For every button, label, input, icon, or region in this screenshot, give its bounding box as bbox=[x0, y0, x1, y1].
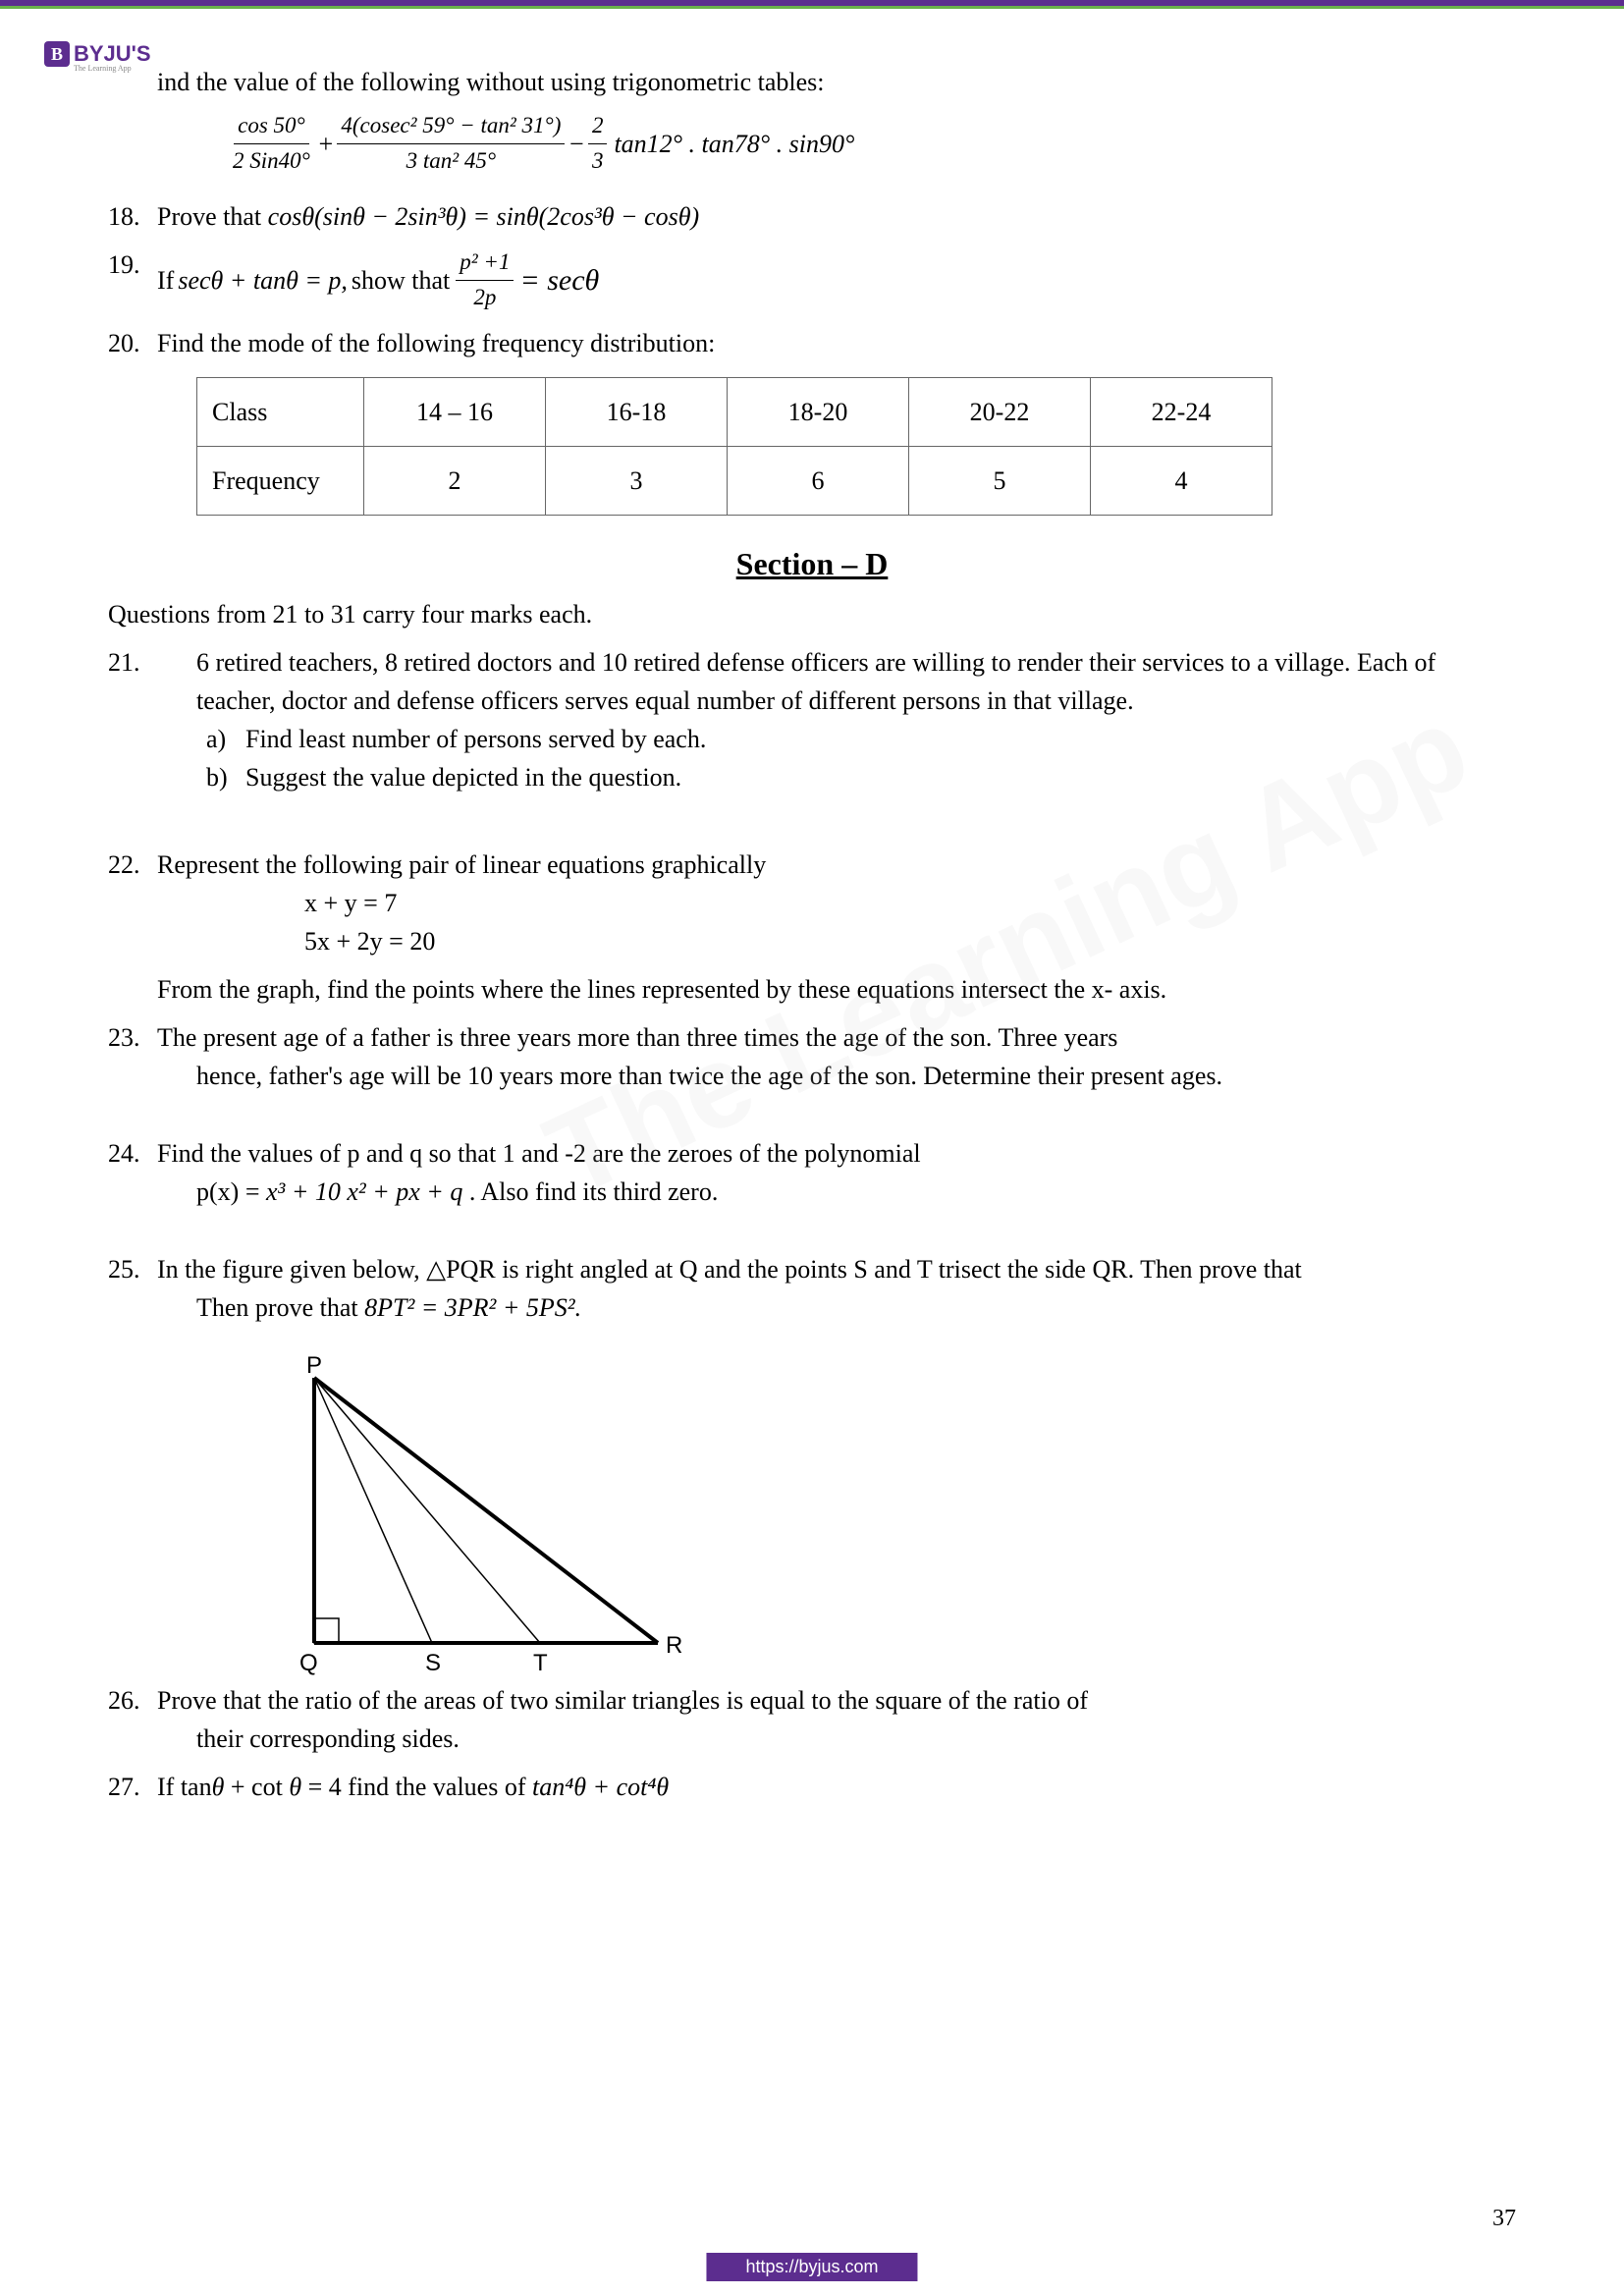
question-18: 18. Prove that cosθ(sinθ − 2sin³θ) = sin… bbox=[108, 197, 1516, 236]
logo-subtitle: The Learning App bbox=[74, 64, 132, 73]
footer-url: https://byjus.com bbox=[706, 2253, 917, 2281]
question-23: 23. The present age of a father is three… bbox=[108, 1018, 1516, 1095]
question-19: 19. If secθ + tanθ = p, show that p² +12… bbox=[108, 246, 1516, 314]
q22-cont: From the graph, find the points where th… bbox=[108, 970, 1516, 1009]
question-26: 26. Prove that the ratio of the areas of… bbox=[108, 1681, 1516, 1758]
table-row: Frequency 2 3 6 5 4 bbox=[197, 447, 1272, 516]
page-number: 37 bbox=[1492, 2206, 1516, 2232]
triangle-figure: P Q S T R bbox=[245, 1348, 736, 1682]
q-intro: ind the value of the following without u… bbox=[108, 63, 1516, 101]
svg-text:T: T bbox=[533, 1650, 548, 1676]
logo-icon: B bbox=[44, 41, 70, 67]
svg-text:P: P bbox=[306, 1352, 322, 1379]
equation-1: cos 50°2 Sin40° + 4(cosec² 59° − tan² 31… bbox=[108, 109, 1516, 178]
question-25: 25. In the figure given below, △PQR is r… bbox=[108, 1250, 1516, 1327]
svg-text:S: S bbox=[425, 1650, 441, 1676]
svg-text:Q: Q bbox=[299, 1650, 318, 1676]
question-27: 27. If tanθ + cot θ = 4 find the values … bbox=[108, 1768, 1516, 1806]
section-d-intro: Questions from 21 to 31 carry four marks… bbox=[108, 595, 1516, 633]
svg-text:R: R bbox=[666, 1632, 682, 1659]
frequency-table: Class 14 – 16 16-18 18-20 20-22 22-24 Fr… bbox=[196, 377, 1272, 516]
page-content: ind the value of the following without u… bbox=[0, 9, 1624, 1806]
table-row: Class 14 – 16 16-18 18-20 20-22 22-24 bbox=[197, 378, 1272, 447]
question-21: 21. 6 retired teachers, 8 retired doctor… bbox=[108, 643, 1516, 796]
question-22: 22. Represent the following pair of line… bbox=[108, 846, 1516, 960]
question-20: 20. Find the mode of the following frequ… bbox=[108, 324, 1516, 362]
question-24: 24. Find the values of p and q so that 1… bbox=[108, 1134, 1516, 1211]
logo: B BYJU'S The Learning App bbox=[44, 41, 151, 67]
section-d-title: Section – D bbox=[108, 540, 1516, 587]
